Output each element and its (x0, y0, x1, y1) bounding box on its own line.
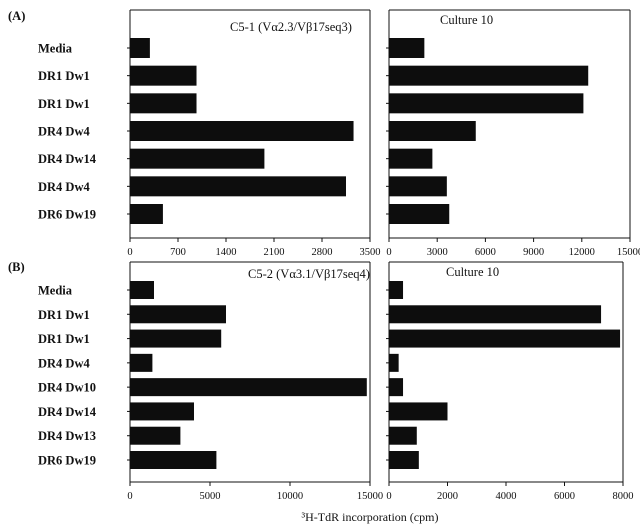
bar (389, 451, 419, 469)
bar (130, 148, 265, 169)
x-tick-label: 15000 (617, 247, 640, 258)
bar (389, 65, 589, 86)
bar (389, 305, 602, 324)
bar (130, 121, 354, 141)
x-tick-label: 0 (127, 247, 132, 258)
category-label: DR1 Dw1 (38, 332, 90, 346)
x-tick-label: 6000 (554, 491, 575, 502)
bar (389, 93, 584, 114)
category-label: Media (38, 284, 73, 298)
category-label: DR1 Dw1 (38, 308, 90, 322)
x-tick-label: 15000 (357, 491, 383, 502)
x-tick-label: 0 (386, 491, 391, 502)
category-label: DR4 Dw4 (38, 356, 90, 370)
panel-title: C5-2 (Vα3.1/Vβ17seq4) (248, 267, 370, 281)
x-tick-label: 6000 (475, 247, 496, 258)
bar (130, 204, 163, 224)
bar (389, 176, 447, 197)
x-tick-label: 4000 (496, 491, 517, 502)
bar (389, 402, 448, 421)
bar (130, 281, 154, 299)
x-axis-label: ³H-TdR incorporation (cpm) (302, 510, 439, 524)
x-tick-label: 9000 (523, 247, 544, 258)
bar (130, 176, 346, 197)
bar (130, 353, 153, 372)
x-tick-label: 5000 (200, 491, 221, 502)
x-tick-label: 2100 (264, 247, 285, 258)
bar (130, 65, 197, 86)
category-label: DR1 Dw1 (38, 69, 90, 83)
bar (389, 426, 417, 445)
bar (130, 329, 222, 348)
bar (389, 148, 433, 169)
category-label: DR6 Dw19 (38, 208, 96, 222)
bar (389, 38, 425, 58)
x-tick-label: 1400 (216, 247, 237, 258)
x-tick-label: 2800 (312, 247, 333, 258)
x-tick-label: 700 (170, 247, 186, 258)
category-label: DR1 Dw1 (38, 97, 90, 111)
category-label: DR4 Dw10 (38, 381, 96, 395)
bar (389, 121, 476, 141)
bar (389, 353, 399, 372)
x-tick-label: 0 (386, 247, 391, 258)
category-label: DR4 Dw4 (38, 180, 90, 194)
bar (130, 93, 197, 114)
category-label: DR4 Dw14 (38, 152, 97, 166)
category-label: DR6 Dw19 (38, 454, 96, 468)
category-label: DR4 Dw13 (38, 429, 96, 443)
category-label: DR4 Dw14 (38, 405, 97, 419)
category-label: DR4 Dw4 (38, 125, 90, 139)
bar (389, 281, 404, 299)
bar (130, 426, 181, 445)
plots-group: C5-1 (Vα2.3/Vβ17seq3) 0 700 1400 2100 2800 350… (38, 9, 640, 502)
x-tick-label: 10000 (277, 491, 303, 502)
bar (130, 378, 367, 397)
bar (389, 329, 621, 348)
bar (130, 305, 226, 324)
bar (130, 451, 217, 469)
x-tick-label: 0 (127, 491, 132, 502)
bar (130, 402, 194, 421)
bar (130, 38, 150, 58)
x-tick-label: 3000 (427, 247, 448, 258)
x-tick-label: 3500 (360, 247, 381, 258)
x-tick-label: 2000 (437, 491, 458, 502)
x-tick-label: 12000 (569, 247, 595, 258)
panel-label-a: (A) (8, 9, 25, 23)
panel-title: C5-1 (Vα2.3/Vβ17seq3) (230, 20, 352, 34)
panel-title: Culture 10 (440, 13, 493, 27)
bar (389, 204, 450, 224)
panel-title: Culture 10 (446, 265, 499, 279)
bar (389, 378, 404, 397)
x-tick-label: 8000 (613, 491, 634, 502)
category-label: Media (38, 42, 73, 56)
panel-label-b: (B) (8, 260, 25, 274)
